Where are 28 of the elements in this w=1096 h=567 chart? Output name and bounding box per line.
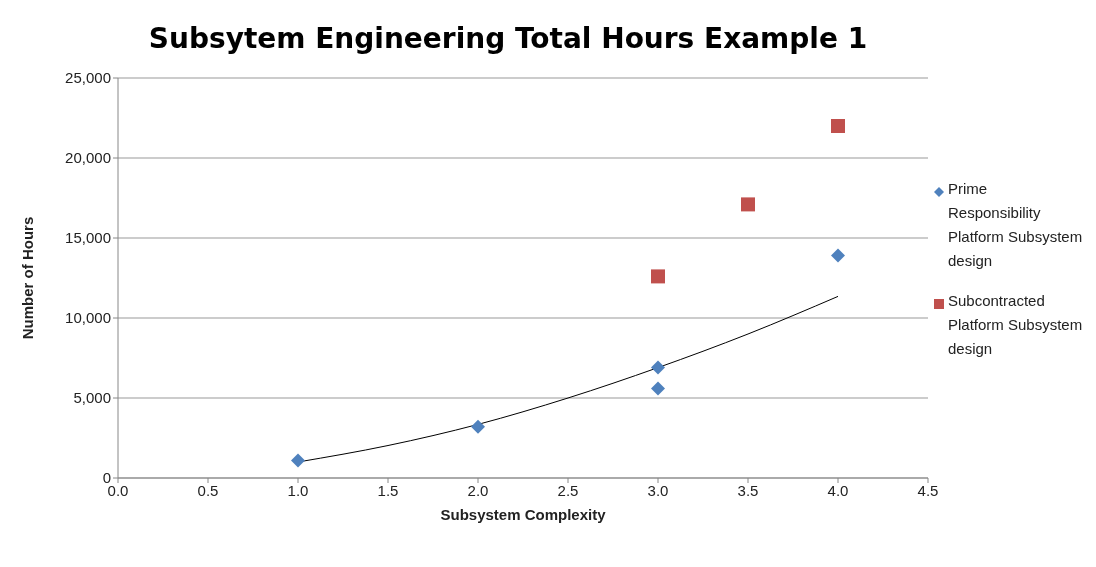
y-tick-label: 5,000: [73, 389, 111, 407]
point: [651, 269, 665, 284]
y-tick-label: 10,000: [65, 309, 111, 327]
point: [651, 381, 665, 396]
legend-label: Subcontracted Platform Subsystem design: [948, 291, 1083, 359]
x-tick-label: 2.0: [467, 481, 489, 499]
point: [741, 197, 755, 212]
chart-title: Subsytem Engineering Total Hours Example 1: [147, 22, 869, 55]
y-tick-label: 15,000: [65, 229, 111, 247]
point: [831, 248, 845, 263]
x-tick-label: 2.5: [557, 481, 579, 499]
x-tick-label: 3.0: [647, 481, 669, 499]
x-tick-label: 4.0: [827, 481, 849, 499]
y-tick-label: 20,000: [65, 149, 111, 167]
x-axis-title: Subsystem Complexity: [440, 506, 607, 523]
x-tick-label: 1.5: [377, 481, 399, 499]
point: [471, 419, 485, 434]
y-axis-title: Number of Hours: [19, 216, 37, 340]
y-tick-label: 25,000: [65, 69, 111, 87]
legend-label: Prime Responsibility Platform Subsystem design: [948, 179, 1083, 271]
x-tick-label: 1.0: [287, 481, 309, 499]
point: [831, 119, 845, 133]
x-tick-label: 3.5: [737, 481, 759, 499]
x-tick-label: 4.5: [917, 481, 939, 499]
point: [651, 360, 665, 375]
x-tick-label: 0.5: [197, 481, 219, 499]
y-tick-label: 0: [102, 469, 111, 487]
point: [291, 453, 305, 468]
